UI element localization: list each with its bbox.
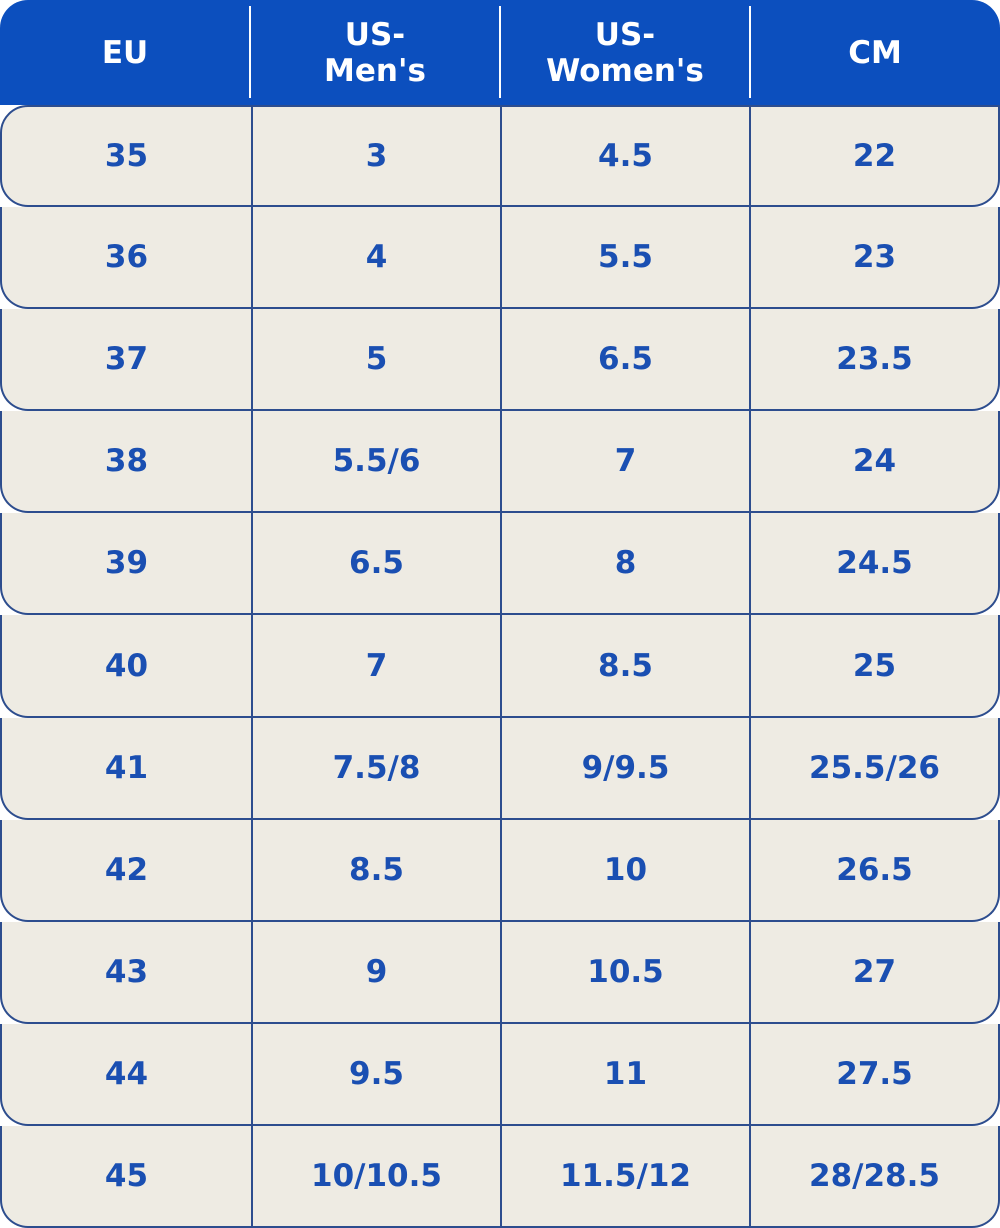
- header-divider: [499, 6, 501, 98]
- cell-us-women: 6.5: [500, 309, 749, 410]
- cell-cm: 24.5: [749, 513, 998, 614]
- cell-us-women: 8: [500, 513, 749, 614]
- header-divider: [249, 6, 251, 98]
- cell-us-women: 5.5: [500, 207, 749, 308]
- header-eu: EU: [101, 34, 149, 71]
- cell-cm: 25: [749, 615, 998, 716]
- cell-us-men: 4: [251, 207, 500, 308]
- cell-cm: 27.5: [749, 1023, 998, 1124]
- header-us-men: US- Men's: [324, 16, 426, 89]
- cell-eu: 41: [104, 749, 149, 786]
- cell-us-women: 10: [500, 819, 749, 920]
- table-row: 44 9.5 11 27.5: [0, 1023, 1000, 1126]
- cell-us-women: 7: [500, 411, 749, 512]
- cell-us-women: 8.5: [500, 615, 749, 716]
- table-row: 39 6.5 8 24.5: [0, 513, 1000, 616]
- table-row: 38 5.5/6 7 24: [0, 411, 1000, 514]
- table-row: 35 3 4.5 22: [0, 105, 1000, 208]
- cell-eu: 42: [104, 851, 149, 888]
- cell-eu: 38: [104, 443, 149, 480]
- cell-cm: 23.5: [749, 309, 998, 410]
- cell-cm: 25.5/26: [749, 717, 998, 818]
- header-cm: CM: [848, 34, 902, 71]
- cell-eu: 40: [104, 647, 149, 684]
- cell-cm: 26.5: [749, 819, 998, 920]
- cell-us-women: 4.5: [500, 107, 749, 206]
- cell-us-men: 5: [251, 309, 500, 410]
- cell-eu: 39: [104, 545, 149, 582]
- cell-us-men: 9: [251, 921, 500, 1022]
- table-row: 36 4 5.5 23: [0, 207, 1000, 310]
- cell-eu: 45: [104, 1157, 149, 1194]
- cell-us-men: 10/10.5: [251, 1125, 500, 1227]
- cell-us-women: 9/9.5: [500, 717, 749, 818]
- cell-us-men: 7.5/8: [251, 717, 500, 818]
- cell-eu: 36: [104, 239, 149, 276]
- table-body: 35 3 4.5 22 36 4 5.5 23 37 5 6.5 23.5 38 5.5/6 7 24 39 6.…: [0, 105, 1000, 1228]
- table-row: 40 7 8.5 25: [0, 615, 1000, 718]
- cell-eu: 35: [104, 138, 149, 175]
- cell-us-men: 5.5/6: [251, 411, 500, 512]
- cell-eu: 43: [104, 953, 149, 990]
- cell-us-men: 8.5: [251, 819, 500, 920]
- header-us-women: US- Women's: [546, 16, 704, 89]
- cell-cm: 27: [749, 921, 998, 1022]
- cell-cm: 28/28.5: [749, 1125, 998, 1227]
- cell-us-men: 6.5: [251, 513, 500, 614]
- cell-us-men: 9.5: [251, 1023, 500, 1124]
- cell-eu: 44: [104, 1055, 149, 1092]
- cell-cm: 24: [749, 411, 998, 512]
- table-row: 45 10/10.5 11.5/12 28/28.5: [0, 1125, 1000, 1228]
- table-row: 37 5 6.5 23.5: [0, 309, 1000, 412]
- table-header: EU US- Men's US- Women's CM: [0, 0, 1000, 105]
- cell-us-women: 11.5/12: [500, 1125, 749, 1227]
- cell-us-men: 3: [251, 107, 500, 206]
- header-divider: [749, 6, 751, 98]
- cell-cm: 23: [749, 207, 998, 308]
- cell-cm: 22: [749, 107, 998, 206]
- table-row: 41 7.5/8 9/9.5 25.5/26: [0, 717, 1000, 820]
- table-row: 42 8.5 10 26.5: [0, 819, 1000, 922]
- cell-us-women: 11: [500, 1023, 749, 1124]
- cell-eu: 37: [104, 341, 149, 378]
- table-row: 43 9 10.5 27: [0, 921, 1000, 1024]
- cell-us-women: 10.5: [500, 921, 749, 1022]
- cell-us-men: 7: [251, 615, 500, 716]
